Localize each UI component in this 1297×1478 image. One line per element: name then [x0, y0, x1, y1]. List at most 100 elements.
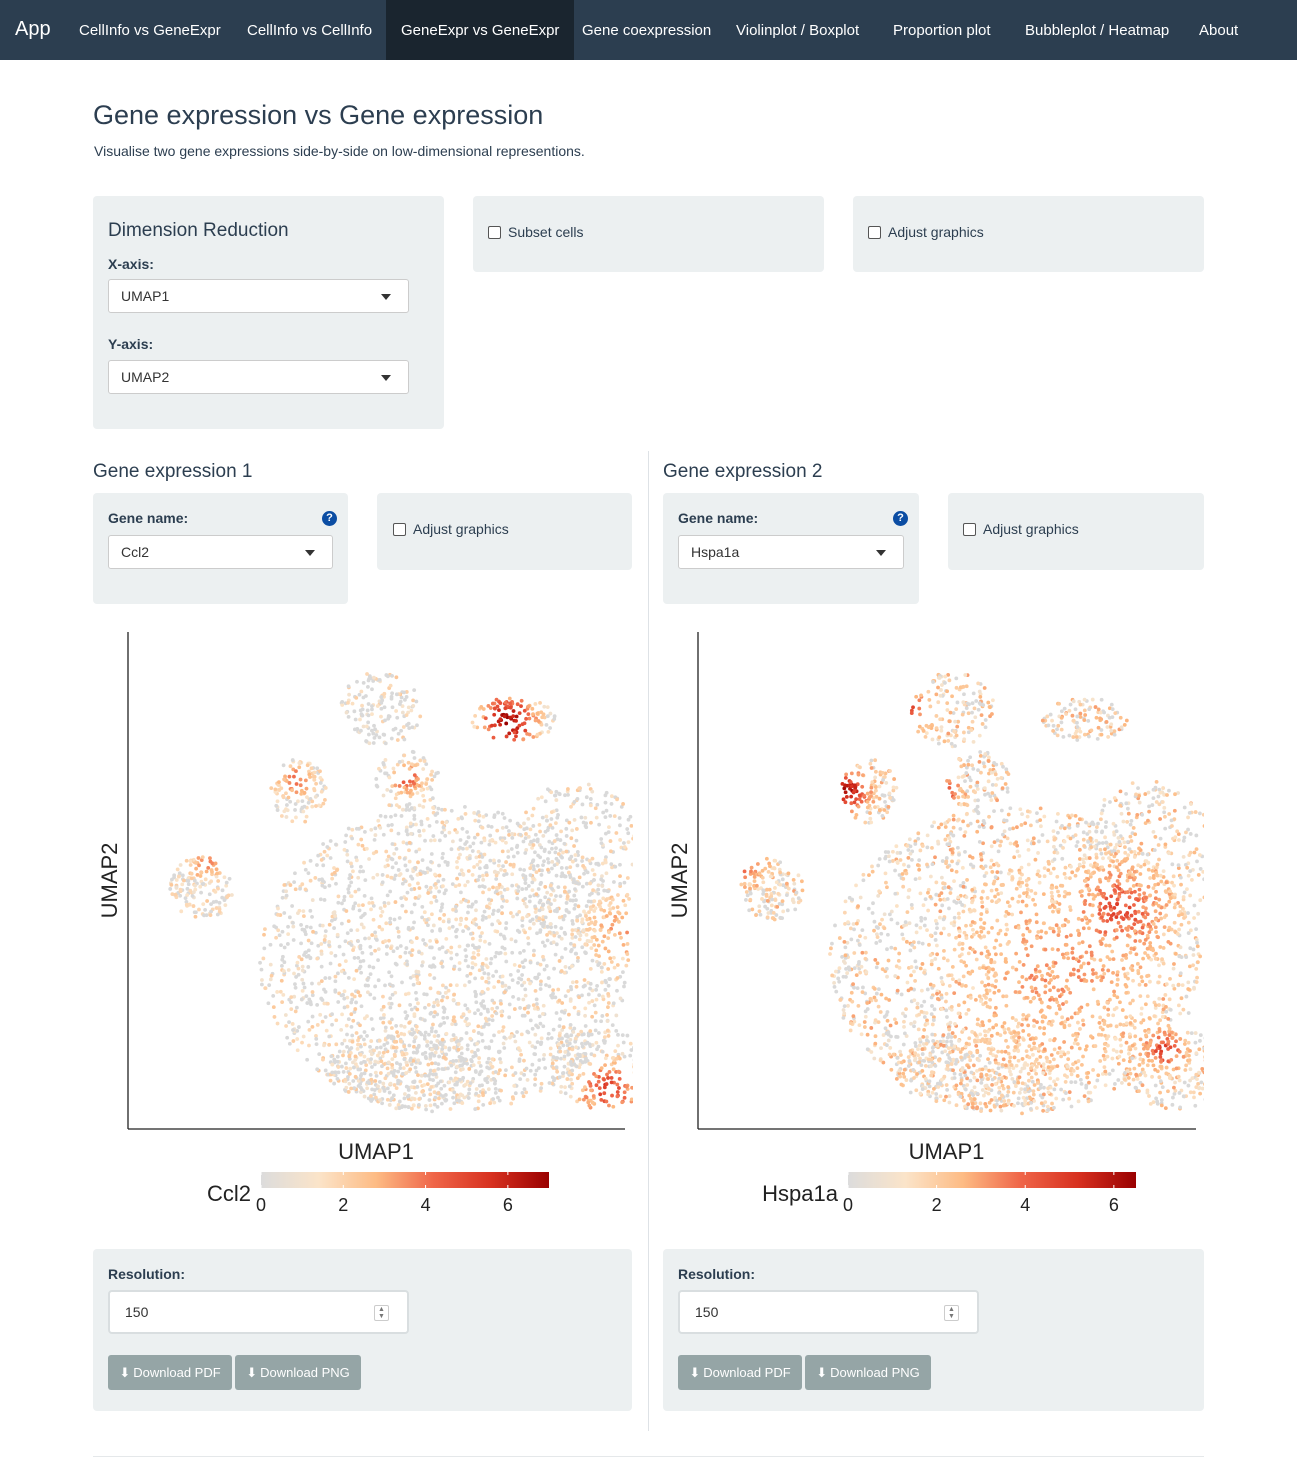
checkbox-box[interactable] [488, 225, 501, 239]
scatter-point [1140, 812, 1145, 817]
scatter-point [422, 992, 427, 997]
scatter-point [423, 1103, 428, 1108]
scatter-point [520, 916, 525, 920]
scatter-point [553, 821, 558, 826]
scatter-point [535, 837, 540, 842]
scatter-point [293, 982, 297, 987]
x-axis-select[interactable]: UMAP1 [108, 279, 409, 313]
scatter-point [975, 804, 980, 809]
scatter-point [416, 1043, 421, 1048]
scatter-point [552, 933, 557, 938]
scatter-point [592, 928, 597, 933]
scatter-point [284, 815, 289, 819]
scatter-point [1140, 925, 1145, 930]
nav-cellinfo-vs-cellinfo[interactable]: CellInfo vs CellInfo [247, 22, 373, 39]
adjust-graphics-checkbox[interactable]: Adjust graphics [868, 224, 984, 240]
scatter-point [1182, 1080, 1187, 1085]
scatter-point [440, 964, 445, 969]
scatter-point [408, 783, 413, 788]
question-circle-icon[interactable]: ? [893, 511, 908, 526]
scatter-point [533, 1082, 537, 1087]
scatter-point [872, 919, 877, 924]
subset-cells-label: Subset cells [508, 224, 584, 240]
scatter-point [1077, 857, 1082, 861]
scatter-point [987, 1100, 992, 1105]
scatter-point [1119, 1049, 1124, 1054]
gene1-adjust-graphics-checkbox[interactable]: Adjust graphics [393, 521, 509, 537]
scatter-point [208, 856, 212, 860]
scatter-point [493, 840, 498, 845]
scatter-point [580, 884, 585, 889]
scatter-point [381, 732, 386, 737]
scatter-point [276, 906, 280, 911]
scatter-point [336, 1065, 341, 1069]
gene1-download-pdf-label: Download PDF [133, 1365, 221, 1380]
scatter-point [842, 1011, 847, 1016]
scatter-point [1127, 847, 1132, 852]
scatter-point [588, 797, 593, 801]
scatter-point [351, 948, 355, 952]
scatter-point [521, 737, 526, 742]
scatter-point [870, 864, 874, 869]
scatter-point [209, 879, 214, 884]
gene1-resolution-input[interactable]: 150 ▲ ▼ [108, 1290, 409, 1334]
scatter-point [459, 890, 463, 895]
scatter-point [837, 966, 842, 971]
scatter-point [416, 881, 420, 886]
scatter-point [168, 887, 173, 891]
app-brand[interactable]: App [15, 18, 51, 40]
scatter-point [350, 827, 355, 832]
scatter-point [534, 1002, 539, 1006]
gene2-adjust-graphics-checkbox[interactable]: Adjust graphics [963, 521, 1079, 537]
scatter-point [303, 929, 307, 934]
nav-about[interactable]: About [1199, 22, 1239, 39]
scatter-point [299, 788, 304, 793]
scatter-point [526, 884, 531, 888]
scatter-point [503, 700, 508, 705]
scatter-point [316, 943, 321, 948]
scatter-point [396, 934, 401, 939]
scatter-point [519, 1052, 523, 1057]
scatter-point [502, 868, 507, 873]
scatter-point [407, 859, 412, 864]
scatter-point [413, 1065, 418, 1070]
gene2-select[interactable]: Hspa1a [678, 535, 904, 569]
gene1-download-pdf-button[interactable]: ⬇ Download PDF [108, 1355, 232, 1390]
question-circle-icon[interactable]: ? [322, 511, 337, 526]
gene1-download-png-button[interactable]: ⬇ Download PNG [235, 1355, 361, 1390]
scatter-point [500, 849, 505, 854]
scatter-point [470, 849, 475, 853]
scatter-point [373, 948, 377, 953]
nav-bubbleplot-heatmap[interactable]: Bubbleplot / Heatmap [1025, 22, 1170, 39]
scatter-point [192, 878, 197, 883]
scatter-point [515, 912, 520, 917]
scatter-point [297, 761, 302, 765]
scatter-point [426, 1062, 431, 1067]
subset-cells-checkbox[interactable]: Subset cells [488, 224, 583, 240]
checkbox-box[interactable] [868, 225, 881, 239]
scatter-point [370, 687, 374, 692]
y-axis-select[interactable]: UMAP2 [108, 360, 409, 394]
spinner-icon[interactable]: ▲ ▼ [374, 1305, 389, 1321]
scatter-point [882, 912, 887, 917]
scatter-point [883, 856, 888, 861]
gene1-select[interactable]: Ccl2 [108, 535, 333, 569]
scatter-point [587, 910, 591, 915]
scatter-point [546, 860, 551, 865]
checkbox-box[interactable] [393, 522, 406, 536]
nav-geneexpr-vs-geneexpr[interactable]: GeneExpr vs GeneExpr [386, 0, 575, 60]
scatter-point [516, 889, 521, 893]
scatter-point [594, 1083, 599, 1088]
nav-cellinfo-vs-geneexpr[interactable]: CellInfo vs GeneExpr [79, 22, 221, 39]
scatter-point [632, 1065, 633, 1069]
scatter-point [385, 858, 390, 862]
scatter-point [351, 869, 355, 874]
checkbox-box[interactable] [963, 522, 976, 536]
scatter-point [472, 811, 477, 815]
scatter-point [588, 1029, 593, 1033]
scatter-point [430, 912, 434, 917]
nav-proportion-plot[interactable]: Proportion plot [893, 22, 991, 39]
nav-gene-coexpression[interactable]: Gene coexpression [582, 22, 712, 39]
scatter-point [893, 946, 898, 951]
nav-violinplot-boxplot[interactable]: Violinplot / Boxplot [736, 22, 860, 39]
